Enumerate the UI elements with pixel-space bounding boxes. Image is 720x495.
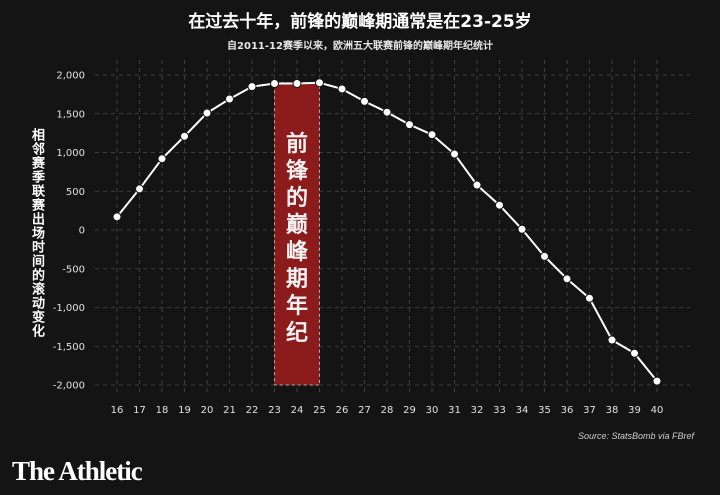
x-tick-label: 38	[606, 405, 619, 416]
data-point	[450, 149, 459, 159]
data-point	[247, 82, 257, 92]
source-note: Source: StatsBomb via FBref	[577, 431, 694, 441]
x-tick-label: 37	[583, 405, 596, 416]
x-tick-label: 32	[471, 405, 484, 416]
data-point	[337, 84, 347, 94]
data-point	[157, 154, 167, 164]
x-tick-label: 34	[516, 405, 529, 416]
data-point	[135, 184, 144, 194]
data-point	[562, 274, 572, 284]
data-point	[112, 212, 122, 222]
chart-subtitle: 自2011-12赛季以来，欧洲五大联赛前锋的巅峰期年纪统计	[227, 41, 493, 52]
data-point	[607, 335, 617, 345]
data-point	[202, 108, 212, 118]
x-tick-label: 17	[133, 405, 146, 416]
data-point	[630, 348, 639, 358]
data-point	[585, 293, 594, 303]
y-tick-label: 2,000	[56, 71, 85, 82]
grid-layer	[95, 60, 690, 393]
x-tick-label: 28	[381, 405, 394, 416]
highlight-band-layer: 前锋的巅峰期年纪	[274, 82, 320, 386]
data-point	[472, 180, 482, 190]
x-tick-label: 22	[246, 405, 259, 416]
y-tick-label: -2,000	[53, 381, 85, 392]
x-tick-label: 18	[156, 405, 169, 416]
data-point	[652, 376, 662, 386]
y-tick-label: -1,500	[53, 342, 85, 353]
y-tick-label: 0	[79, 226, 85, 237]
x-tick-label: 36	[561, 405, 574, 416]
tick-label-layer: 2,000 1,500 1,000 500 0 -500 -1,000 -1,500 -2,00…	[53, 71, 664, 417]
data-point	[360, 96, 369, 106]
y-tick-label: 1,500	[56, 109, 85, 120]
x-tick-label: 25	[313, 405, 326, 416]
x-tick-label: 21	[223, 405, 236, 416]
data-point	[495, 200, 504, 210]
series-layer	[112, 78, 662, 386]
data-point	[292, 79, 302, 89]
data-point	[540, 251, 549, 261]
x-tick-label: 24	[291, 405, 304, 416]
data-point	[315, 78, 324, 88]
chart-title: 在过去十年，前锋的巅峰期通常是在23-25岁	[188, 12, 532, 32]
data-point	[180, 131, 189, 141]
x-tick-label: 40	[651, 405, 664, 416]
data-point	[517, 224, 527, 234]
x-tick-label: 39	[628, 405, 641, 416]
x-tick-label: 16	[111, 405, 124, 416]
data-point	[382, 107, 392, 117]
y-tick-label: 500	[66, 187, 85, 198]
data-point	[427, 130, 437, 140]
brand-logo: The Athletic	[12, 456, 143, 486]
x-tick-label: 23	[268, 405, 281, 416]
data-point	[405, 120, 414, 130]
x-tick-label: 33	[493, 405, 506, 416]
x-tick-label: 31	[448, 405, 461, 416]
x-tick-label: 20	[201, 405, 214, 416]
x-tick-label: 26	[336, 405, 349, 416]
peak-age-band	[274, 82, 320, 386]
y-tick-label: -1,000	[53, 303, 85, 314]
y-tick-label: -500	[62, 264, 85, 275]
x-tick-label: 29	[403, 405, 416, 416]
y-tick-label: 1,000	[56, 148, 85, 159]
x-tick-label: 19	[178, 405, 191, 416]
x-tick-label: 27	[358, 405, 371, 416]
y-axis-label: 相邻赛季联赛出场时间的滚动变化	[29, 128, 44, 338]
data-point	[270, 79, 279, 89]
data-point	[225, 94, 234, 104]
x-tick-label: 35	[538, 405, 551, 416]
x-tick-label: 30	[426, 405, 439, 416]
peak-age-band-label: 前锋的巅峰期年纪	[286, 131, 309, 346]
